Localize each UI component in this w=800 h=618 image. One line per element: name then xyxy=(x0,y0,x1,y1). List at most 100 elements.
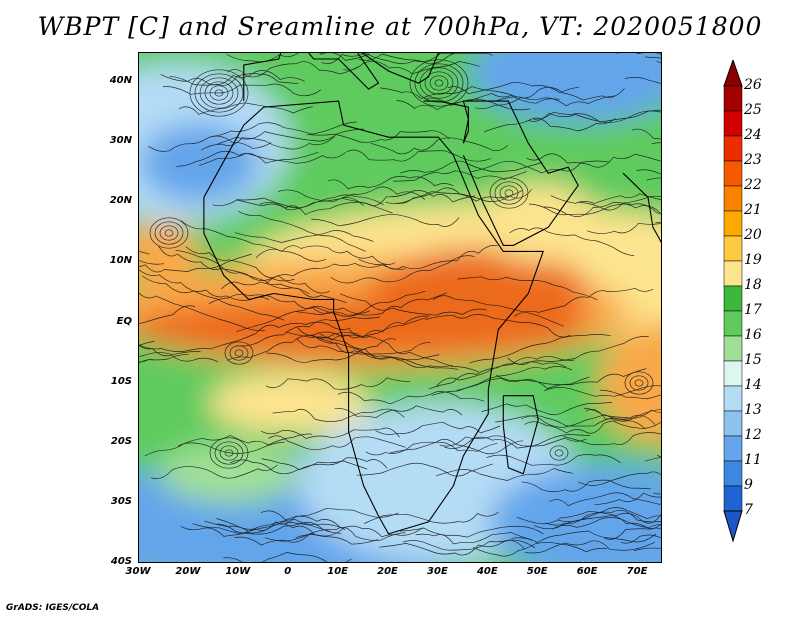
colorbar-top-arrow xyxy=(723,60,743,87)
vortex-ring xyxy=(204,81,234,105)
lon-tick-label: 40E xyxy=(476,566,498,577)
vortex-ring xyxy=(549,445,569,461)
vortex-ring xyxy=(219,445,239,461)
streamline xyxy=(180,220,326,262)
streamline xyxy=(176,150,319,167)
lon-tick-label: 20E xyxy=(377,566,398,577)
streamline xyxy=(268,435,406,450)
streamline xyxy=(295,525,424,539)
vortex-ring xyxy=(189,69,249,117)
streamline xyxy=(436,355,575,387)
colorbar-swatch xyxy=(723,260,743,287)
streamline xyxy=(375,421,501,435)
streamline xyxy=(236,316,381,347)
streamline xyxy=(475,95,617,110)
vortex-ring xyxy=(224,449,234,457)
streamline xyxy=(139,260,165,265)
colorbar-tick-label: 12 xyxy=(744,427,762,443)
vortex-ring xyxy=(234,349,244,357)
streamline xyxy=(169,73,299,86)
vortex-ring xyxy=(434,79,444,87)
vortex-ring xyxy=(499,185,519,201)
streamline xyxy=(261,457,388,471)
colorbar-swatch xyxy=(723,335,743,362)
vortex-ring xyxy=(414,63,464,103)
streamline xyxy=(312,334,453,369)
streamline xyxy=(226,53,370,63)
streamline xyxy=(234,230,374,243)
streamline xyxy=(265,377,411,390)
map-title: WBPT [C] and Sreamline at 700hPa, VT: 20… xyxy=(37,12,763,41)
lat-tick-label: 40N xyxy=(109,75,132,87)
vortex-ring xyxy=(199,77,239,109)
streamline xyxy=(192,521,331,535)
colorbar-tick-label: 22 xyxy=(744,177,762,193)
streamline xyxy=(435,468,573,481)
streamline xyxy=(216,521,342,535)
streamline xyxy=(620,534,661,544)
vortex-ring xyxy=(214,89,224,97)
south-atlantic-mild xyxy=(209,373,369,433)
streamline xyxy=(334,405,463,419)
streamline xyxy=(221,281,347,304)
colorbar-tick-label: 17 xyxy=(744,302,762,318)
streamline xyxy=(139,253,252,273)
streamline xyxy=(431,366,573,396)
streamline xyxy=(603,527,661,540)
streamline xyxy=(563,432,661,446)
streamline xyxy=(177,433,313,447)
streamline xyxy=(402,539,536,551)
colorbar-tick-label: 14 xyxy=(744,377,762,393)
streamline xyxy=(426,93,560,107)
streamline xyxy=(296,338,431,355)
streamline xyxy=(521,479,651,493)
streamline xyxy=(624,77,661,84)
streamline xyxy=(272,408,405,422)
streamline xyxy=(586,222,661,234)
streamline xyxy=(363,511,499,524)
grads-credit: GrADS: IGES/COLA xyxy=(6,603,100,613)
colorbar xyxy=(723,60,743,543)
streamline xyxy=(346,149,492,162)
streamline xyxy=(255,245,396,265)
colorbar-tick-label: 15 xyxy=(744,352,762,368)
vortex-ring xyxy=(229,345,249,361)
india-coastline xyxy=(622,172,661,243)
colorbar-swatch xyxy=(723,285,743,312)
vortex-ring xyxy=(554,449,564,457)
streamline xyxy=(481,402,613,416)
colorbar-swatch xyxy=(723,160,743,187)
streamline xyxy=(599,389,661,400)
lon-tick-label: 70E xyxy=(626,566,648,577)
vortex-ring xyxy=(624,371,654,395)
streamline xyxy=(307,130,450,143)
streamline xyxy=(260,427,400,439)
streamline xyxy=(399,525,544,538)
streamline xyxy=(631,128,661,140)
colorbar-swatch xyxy=(723,210,743,237)
colorbar-swatch xyxy=(723,110,743,137)
streamline xyxy=(185,246,330,294)
streamline xyxy=(524,540,655,554)
vortex-ring xyxy=(494,181,524,205)
colorbar-tick-label: 21 xyxy=(744,202,762,218)
map-plot-area xyxy=(138,52,662,563)
colorbar-tick-label: 20 xyxy=(744,227,762,243)
colorbar-swatch xyxy=(723,85,743,112)
streamline xyxy=(311,335,440,361)
streamline xyxy=(229,459,368,475)
arabia-coastline xyxy=(462,100,579,246)
colorbar-tick-label: 7 xyxy=(744,502,753,518)
streamline xyxy=(400,160,543,174)
arabia-mild xyxy=(479,183,599,263)
colorbar-tick-label: 24 xyxy=(744,127,762,143)
lon-tick-label: 30E xyxy=(427,566,448,577)
streamline xyxy=(200,136,335,151)
streamline xyxy=(472,542,608,557)
streamline xyxy=(139,269,270,301)
colorbar-tick-label: 13 xyxy=(744,402,762,418)
streamline xyxy=(330,255,475,284)
streamline xyxy=(636,53,661,56)
colorbar-tick-label: 16 xyxy=(744,327,762,343)
streamline xyxy=(212,321,351,349)
